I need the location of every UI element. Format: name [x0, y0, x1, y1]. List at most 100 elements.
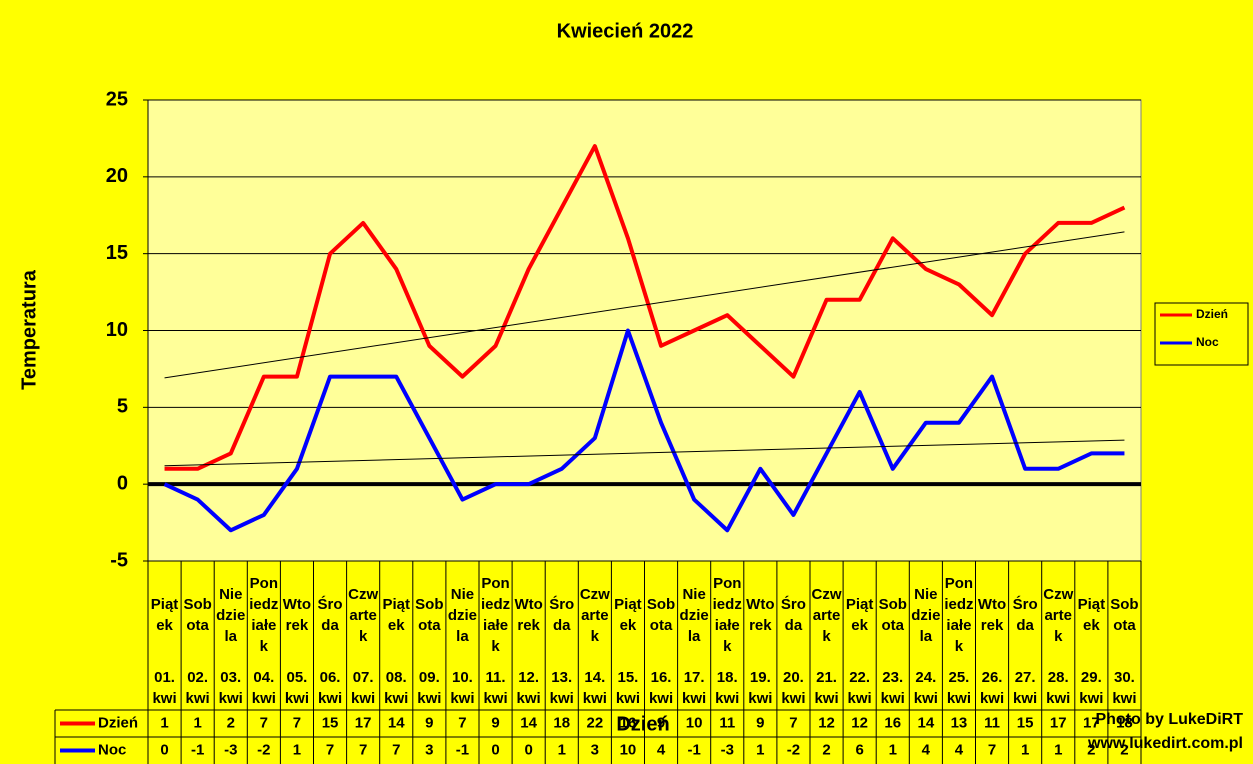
- table-value: 9: [491, 714, 499, 731]
- table-value: 7: [326, 741, 334, 758]
- table-value: 14: [918, 714, 935, 731]
- series-line: [163, 328, 1125, 533]
- table-value: -1: [687, 741, 700, 758]
- weekday-label: Niedziela: [447, 585, 478, 645]
- table-value: 12: [851, 714, 868, 731]
- weekday-label: Środa: [780, 596, 806, 634]
- weekday-label: Czwartek: [1043, 585, 1074, 645]
- table-value: 4: [922, 741, 931, 758]
- table-value: 7: [293, 714, 301, 731]
- table-value: 13: [951, 714, 968, 731]
- weekday-label: Czwartek: [811, 585, 842, 645]
- table-value: 7: [392, 741, 400, 758]
- table-value: 12: [818, 714, 835, 731]
- x-tick-label: 24. kwi: [913, 669, 938, 707]
- x-tick-label: 06. kwi: [317, 669, 343, 707]
- table-value: 0: [524, 741, 532, 758]
- table-value: 14: [388, 714, 405, 731]
- table-value: 15: [322, 714, 339, 731]
- legend-label: Noc: [1196, 335, 1219, 349]
- x-tick-label: 25. kwi: [946, 669, 972, 707]
- weekday-label: Piątek: [1077, 596, 1106, 634]
- chart-title: Kwiecień 2022: [557, 20, 694, 42]
- credit: Photo by LukeDiRT: [1095, 711, 1243, 728]
- y-axis-label: Temperatura: [18, 269, 40, 390]
- table-value: -1: [191, 741, 204, 758]
- weekday-label: Środa: [549, 596, 575, 634]
- table-value: 9: [425, 714, 433, 731]
- x-tick-label: 17. kwi: [682, 669, 707, 707]
- x-tick-label: 08. kwi: [384, 669, 409, 707]
- table-value: 3: [425, 741, 433, 758]
- y-tick-label: 5: [117, 396, 128, 418]
- x-tick-label: 07. kwi: [351, 669, 376, 707]
- x-tick-label: 12. kwi: [516, 669, 541, 707]
- trendline: [164, 231, 1125, 379]
- table-value: 0: [491, 741, 499, 758]
- weekday-label: Piątek: [150, 596, 179, 634]
- table-value: 2: [227, 714, 235, 731]
- weekday-label: Sobota: [1110, 596, 1139, 634]
- weekday-label: Niedziela: [679, 585, 709, 645]
- table-value: 3: [591, 741, 599, 758]
- weekday-label: Poniedziałek: [480, 575, 511, 655]
- credit: www.lukedirt.com.pl: [1087, 735, 1243, 752]
- weekday-label: Wtorek: [514, 596, 543, 634]
- weekday-label: Piątek: [614, 596, 642, 634]
- x-tick-label: 27. kwi: [1013, 669, 1038, 707]
- table-value: 15: [1017, 714, 1034, 731]
- table-value: 1: [193, 714, 201, 731]
- weekday-label: Wtorek: [977, 596, 1007, 634]
- table-value: 6: [855, 741, 863, 758]
- table-series-name: Noc: [98, 741, 126, 758]
- table-value: 14: [520, 714, 537, 731]
- table-value: 7: [359, 741, 367, 758]
- table-series-name: Dzień: [98, 714, 138, 731]
- x-tick-label: 30. kwi: [1112, 669, 1137, 707]
- table-value: 11: [984, 714, 1000, 731]
- x-tick-label: 23. kwi: [880, 669, 905, 707]
- table-value: 7: [260, 714, 268, 731]
- table-value: 1: [756, 741, 764, 758]
- weekday-label: Sobota: [646, 596, 676, 634]
- weekday-label: Niedziela: [911, 585, 941, 645]
- y-tick-label: 25: [106, 88, 128, 110]
- table-value: 18: [553, 714, 570, 731]
- weekday-label: Wtorek: [746, 596, 775, 634]
- table-value: 1: [160, 714, 168, 731]
- table-value: 18: [1116, 714, 1133, 731]
- x-tick-label: 14. kwi: [582, 669, 607, 707]
- y-tick-label: 15: [106, 242, 128, 264]
- table-value: 0: [160, 741, 168, 758]
- y-tick-label: 10: [106, 319, 128, 341]
- table-value: -3: [224, 741, 237, 758]
- table-value: 17: [1050, 714, 1067, 731]
- y-tick-label: -5: [110, 549, 128, 571]
- weekday-label: Czwartek: [348, 585, 379, 645]
- y-tick-label: 0: [117, 472, 128, 494]
- table-value: 1: [1021, 741, 1029, 758]
- x-tick-label: 28. kwi: [1046, 669, 1071, 707]
- table-value: 2: [1087, 741, 1095, 758]
- table-value: 4: [657, 741, 666, 758]
- weekday-label: Sobota: [878, 596, 907, 634]
- table-value: 10: [620, 741, 637, 758]
- x-tick-label: 22. kwi: [847, 669, 872, 707]
- weekday-label: Środa: [1012, 596, 1038, 634]
- weekday-label: Piątek: [845, 596, 874, 634]
- x-tick-label: 20. kwi: [781, 669, 806, 707]
- x-tick-label: 29. kwi: [1079, 669, 1104, 707]
- table-value: 1: [1054, 741, 1062, 758]
- y-tick-label: 20: [106, 165, 128, 187]
- legend: [1154, 302, 1249, 366]
- table-value: 16: [620, 714, 637, 731]
- table-value: -3: [721, 741, 734, 758]
- table-value: 17: [355, 714, 372, 731]
- table-value: 17: [1083, 714, 1100, 731]
- legend-label: Dzień: [1196, 307, 1228, 321]
- weekday-label: Sobota: [415, 596, 444, 634]
- table-value: 7: [458, 714, 466, 731]
- weekday-label: Piątek: [382, 596, 410, 634]
- weekday-label: Czwartek: [579, 585, 610, 645]
